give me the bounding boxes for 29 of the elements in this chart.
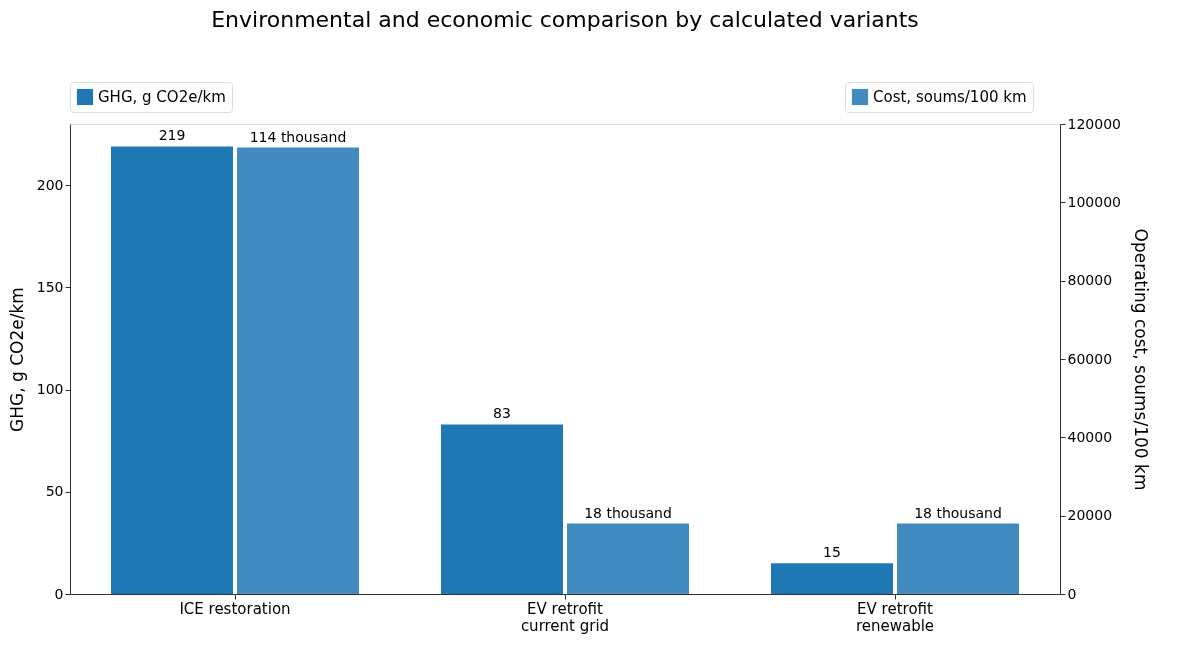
x-tick-label: EV retrofit renewable bbox=[855, 599, 935, 635]
y-tick-label: 50 bbox=[45, 483, 64, 500]
legend-label: GHG, g CO2e/km bbox=[98, 88, 226, 106]
data-label: 15 bbox=[823, 544, 841, 561]
y-tick-label: 150 bbox=[36, 278, 64, 295]
y2-tick-label: 60000 bbox=[1067, 350, 1113, 367]
legend-label: Cost, soums/100 km bbox=[873, 88, 1027, 106]
y-tick-label: 100 bbox=[36, 381, 64, 398]
y2-axis-title: Operating cost, soums/100 km bbox=[1130, 228, 1151, 491]
data-label: 114 thousand bbox=[249, 128, 347, 145]
x-tick-label: EV retrofit current grid bbox=[520, 599, 610, 635]
bar bbox=[111, 146, 233, 594]
y2-tick-label: 80000 bbox=[1067, 272, 1113, 289]
y2-tick-label: 40000 bbox=[1067, 428, 1113, 445]
y-tick-label: 0 bbox=[54, 585, 64, 602]
chart-title: Environmental and economic comparison by calculated variants bbox=[211, 6, 919, 32]
y2-tick-label: 20000 bbox=[1067, 507, 1113, 524]
y2-tick-label: 0 bbox=[1067, 585, 1077, 602]
y2-tick-label: 120000 bbox=[1067, 115, 1121, 132]
data-label: 18 thousand bbox=[914, 504, 1002, 521]
y2-tick-label: 100000 bbox=[1067, 193, 1121, 210]
data-label: 83 bbox=[493, 405, 511, 422]
data-label: 219 bbox=[158, 127, 186, 144]
data-label: 18 thousand bbox=[584, 504, 672, 521]
y-tick-label: 200 bbox=[36, 176, 64, 193]
x-tick-label: ICE restoration bbox=[179, 599, 291, 618]
bar bbox=[441, 424, 563, 594]
y-axis-title: GHG, g CO2e/km bbox=[6, 287, 27, 432]
bar bbox=[771, 563, 893, 594]
